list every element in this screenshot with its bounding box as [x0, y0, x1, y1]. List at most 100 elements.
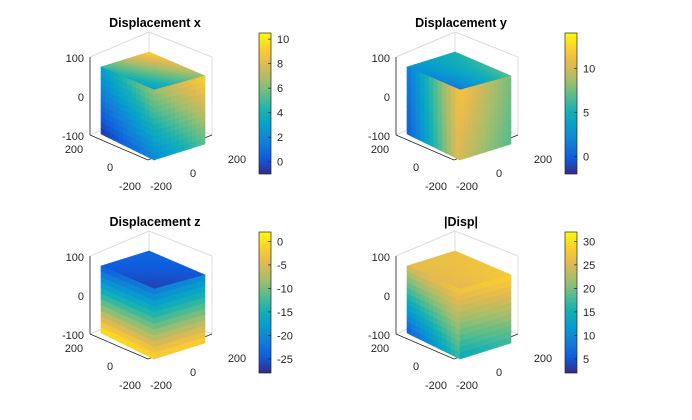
plot-title: Displacement y	[415, 16, 507, 30]
face-cell	[459, 152, 465, 161]
x-tick-label: 200	[228, 353, 246, 365]
colorbar-tick-label: 0	[583, 151, 589, 163]
box-edge	[454, 31, 519, 58]
face-cell	[174, 344, 180, 353]
colorbar-tick-label: 20	[583, 283, 595, 295]
face-cell	[489, 143, 495, 152]
face-cell	[459, 351, 465, 360]
box-edge	[454, 230, 519, 257]
x-tick-label: 0	[190, 168, 196, 180]
face-cell	[187, 340, 193, 349]
z-tick-label: -100	[62, 330, 84, 342]
face-cell	[179, 144, 185, 153]
y-tick-label: 0	[107, 361, 113, 373]
colorbar-tick-label: 4	[277, 108, 283, 120]
x-tick-label: 200	[228, 154, 246, 166]
face-cell	[174, 145, 180, 154]
x-tick-label: -200	[150, 380, 172, 392]
colorbar-tick-label: 5	[583, 107, 589, 119]
z-tick-label: 100	[66, 252, 84, 264]
y-tick-label: 200	[371, 144, 389, 156]
y-tick-label: 200	[65, 343, 83, 355]
face-cell	[200, 336, 206, 345]
y-axis-line	[89, 333, 149, 360]
plot-title: Displacement z	[109, 215, 200, 229]
face-cell	[183, 342, 189, 351]
box-edge	[395, 31, 456, 58]
face-cell	[506, 137, 512, 146]
face-cell	[472, 347, 478, 356]
face-cell	[497, 140, 503, 149]
y-axis-line	[89, 134, 149, 161]
colorbar-tick-label: 30	[583, 236, 595, 248]
face-cell	[166, 347, 172, 356]
z-tick-label: -100	[62, 131, 84, 143]
colorbar-tick-label: -20	[277, 330, 293, 342]
face-cell	[485, 144, 491, 153]
y-tick-label: 0	[107, 162, 113, 174]
y-tick-label: 200	[371, 343, 389, 355]
face-cell	[463, 350, 469, 359]
face-cell	[476, 147, 482, 156]
colorbar-tick-label: -5	[277, 260, 287, 272]
face-cell	[191, 140, 197, 149]
colorbar-tick-label: 6	[277, 83, 283, 95]
cube-top-face	[406, 250, 512, 290]
colorbar-tick-label: -25	[277, 354, 293, 366]
colorbar-tick-label: 0	[277, 236, 283, 248]
face-cell	[162, 348, 168, 357]
colorbar-tick-label: 5	[583, 354, 589, 366]
face-cell	[493, 141, 499, 150]
cube-left-face	[406, 265, 461, 360]
x-tick-label: -200	[150, 181, 172, 193]
face-cell	[153, 351, 159, 360]
face-cell	[200, 137, 206, 146]
box-edge	[89, 31, 150, 58]
colorbar-tick-label: 10	[583, 63, 595, 75]
face-cell	[480, 145, 486, 154]
face-cell	[489, 342, 495, 351]
y-tick-label: -200	[119, 181, 141, 193]
x-tick-label: 0	[496, 168, 502, 180]
face-cell	[170, 147, 176, 156]
colorbar-tick-label: -15	[277, 307, 293, 319]
face-cell	[506, 336, 512, 345]
x-tick-label: 0	[190, 367, 196, 379]
box-edge	[395, 230, 456, 257]
z-tick-label: 100	[66, 53, 84, 65]
z-tick-label: 100	[372, 252, 390, 264]
cube-left-face	[100, 265, 155, 360]
y-tick-label: 200	[65, 144, 83, 156]
face-cell	[493, 340, 499, 349]
y-axis-line	[395, 134, 455, 161]
x-tick-label: 0	[496, 367, 502, 379]
x-tick-label: 200	[534, 154, 552, 166]
y-tick-label: -200	[425, 380, 447, 392]
cube-left-face	[100, 66, 155, 161]
face-cell	[187, 141, 193, 150]
colorbar-tick-label: 2	[277, 132, 283, 144]
x-tick-label: 200	[534, 353, 552, 365]
face-cell	[153, 152, 159, 161]
x-tick-label: -200	[456, 181, 478, 193]
face-cell	[497, 339, 503, 348]
face-cell	[502, 338, 508, 347]
box-edge	[89, 230, 150, 257]
y-tick-label: -200	[425, 181, 447, 193]
z-tick-label: -100	[368, 131, 390, 143]
face-cell	[476, 346, 482, 355]
face-cell	[502, 139, 508, 148]
face-cell	[157, 151, 163, 160]
colorbar-tick-label: 10	[583, 330, 595, 342]
y-tick-label: 0	[413, 162, 419, 174]
colorbar-tick-label: 8	[277, 59, 283, 71]
face-cell	[468, 348, 474, 357]
cube-left-face	[406, 66, 461, 161]
z-tick-label: 0	[78, 291, 84, 303]
colorbar	[564, 32, 578, 175]
face-cell	[463, 151, 469, 160]
z-tick-label: 0	[384, 92, 390, 104]
